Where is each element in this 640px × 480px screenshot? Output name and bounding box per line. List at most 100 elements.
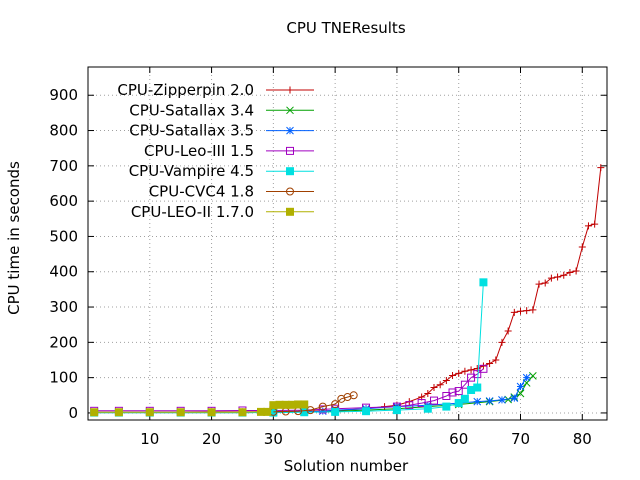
data-point — [430, 396, 438, 405]
x-tick-label: 70 — [511, 430, 530, 448]
data-point — [479, 278, 488, 287]
data-point — [516, 382, 525, 391]
series-line — [273, 394, 354, 413]
series-3 — [90, 364, 488, 415]
data-point — [454, 387, 463, 396]
legend-label: CPU-Zipperpin 2.0 — [117, 81, 254, 99]
data-point — [510, 308, 518, 316]
series-6 — [90, 400, 309, 417]
data-point — [362, 407, 371, 416]
data-point — [479, 364, 488, 373]
data-point — [498, 396, 506, 404]
legend-item: CPU-CVC4 1.8 — [149, 183, 314, 201]
y-tick-label: 300 — [49, 298, 78, 316]
data-point — [560, 271, 568, 279]
data-point — [498, 338, 506, 346]
legend-marker — [286, 187, 294, 196]
data-point — [460, 380, 469, 389]
legend-marker — [286, 167, 294, 176]
data-point — [90, 408, 99, 417]
data-point — [423, 404, 432, 413]
data-point — [547, 274, 555, 282]
y-tick-label: 100 — [49, 369, 78, 387]
data-point — [331, 400, 340, 409]
data-point — [492, 356, 500, 364]
data-point — [430, 384, 438, 392]
data-point — [485, 397, 494, 405]
x-tick-label: 20 — [202, 430, 221, 448]
legend-item: CPU-Satallax 3.4 — [129, 101, 314, 119]
data-point — [318, 407, 327, 416]
x-axis-title: Solution number — [284, 457, 409, 475]
data-point — [436, 381, 444, 389]
legend-marker — [286, 126, 294, 135]
data-point — [114, 408, 123, 417]
data-point — [238, 408, 247, 417]
data-point — [349, 391, 358, 400]
data-point — [405, 401, 414, 410]
data-point — [591, 220, 599, 228]
legend-marker — [286, 146, 294, 155]
y-tick-label: 200 — [49, 333, 78, 351]
data-point — [510, 394, 519, 402]
legend-label: CPU-Leo-III 1.5 — [144, 142, 254, 160]
data-point — [300, 400, 309, 409]
legend-item: CPU-Vampire 4.5 — [129, 162, 314, 180]
data-point — [424, 390, 432, 398]
legend-item: CPU-Satallax 3.5 — [129, 122, 314, 140]
data-point — [331, 407, 340, 416]
data-point — [442, 402, 451, 411]
data-point — [584, 222, 592, 230]
legend-marker — [286, 207, 294, 216]
data-point — [449, 372, 457, 380]
data-point — [448, 388, 457, 397]
data-point — [306, 406, 315, 415]
data-point — [467, 366, 475, 374]
y-tick-label: 700 — [49, 157, 78, 175]
y-tick-label: 800 — [49, 122, 78, 140]
x-tick-label: 10 — [140, 430, 159, 448]
data-point — [578, 243, 586, 251]
y-tick-label: 500 — [49, 227, 78, 245]
data-point — [318, 402, 327, 411]
x-tick-label: 30 — [264, 430, 283, 448]
x-tick-label: 80 — [573, 430, 592, 448]
data-point — [479, 362, 487, 370]
plot-frame — [87, 66, 608, 421]
y-tick-label: 900 — [49, 86, 78, 104]
y-tick-label: 400 — [49, 263, 78, 281]
data-point — [207, 408, 216, 417]
data-point — [529, 306, 537, 314]
legend-label: CPU-CVC4 1.8 — [149, 183, 254, 201]
data-point — [442, 376, 450, 384]
data-point — [597, 164, 605, 172]
legend: CPU-Zipperpin 2.0 CPU-Satallax 3.4 CPU-Sat… — [117, 81, 314, 221]
x-tick-label: 60 — [449, 430, 468, 448]
data-point — [566, 268, 574, 276]
data-point — [504, 327, 512, 335]
legend-label: CPU-Satallax 3.4 — [129, 101, 254, 119]
legend-item: CPU-Zipperpin 2.0 — [117, 81, 314, 99]
data-point — [417, 399, 426, 408]
data-point — [541, 279, 549, 287]
y-tick-label: 600 — [49, 192, 78, 210]
grid — [88, 67, 607, 420]
axes: 10 20 30 40 50 60 70 80010020030040050060070080… — [49, 67, 607, 448]
data-point — [529, 372, 537, 380]
legend-label: CPU-LEO-II 1.7.0 — [131, 203, 254, 221]
data-point — [176, 408, 185, 417]
legend-label: CPU-Satallax 3.5 — [129, 122, 254, 140]
data-point — [473, 383, 482, 392]
data-point — [318, 405, 327, 414]
data-point — [517, 307, 524, 315]
data-point — [554, 273, 562, 281]
legend-marker — [286, 106, 294, 115]
data-point — [454, 399, 463, 408]
series-layer — [90, 164, 605, 417]
legend-item: CPU-LEO-II 1.7.0 — [131, 203, 314, 221]
data-point — [461, 367, 469, 375]
y-axis-title: CPU time in seconds — [5, 161, 23, 315]
data-point — [455, 369, 463, 377]
data-point — [486, 360, 494, 368]
data-point — [572, 267, 580, 275]
